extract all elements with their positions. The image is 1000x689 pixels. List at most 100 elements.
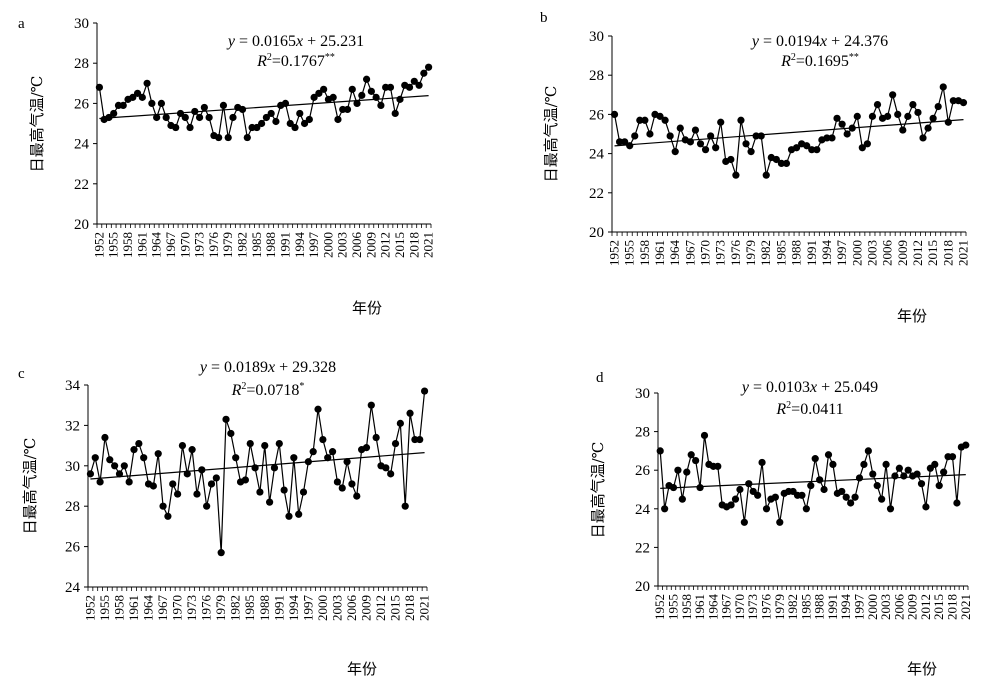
- data-point: [415, 81, 423, 89]
- data-point: [110, 109, 118, 118]
- data-point: [338, 484, 346, 492]
- x-tick-label: 1973: [713, 240, 728, 266]
- data-point: [130, 446, 138, 454]
- data-point: [838, 120, 846, 128]
- data-point: [299, 488, 308, 496]
- data-point: [138, 93, 146, 101]
- data-point: [696, 483, 704, 492]
- data-point: [367, 87, 375, 95]
- data-point: [959, 99, 968, 107]
- data-point: [803, 142, 811, 150]
- data-point: [669, 483, 678, 492]
- data-point: [661, 505, 669, 513]
- data-point: [334, 115, 342, 124]
- data-point: [396, 95, 404, 103]
- data-point: [91, 454, 99, 462]
- data-point: [736, 485, 744, 494]
- data-point: [948, 453, 957, 461]
- data-point: [304, 458, 312, 466]
- data-point: [191, 107, 199, 116]
- data-point: [320, 85, 328, 93]
- x-tick-label: 1973: [192, 232, 207, 258]
- x-tick-label: 1979: [743, 240, 758, 266]
- data-point: [181, 113, 189, 122]
- data-point: [962, 441, 970, 449]
- x-tick-label: 1994: [292, 232, 307, 259]
- x-tick-label: 2015: [931, 594, 946, 620]
- data-point: [120, 462, 128, 470]
- data-point: [275, 439, 283, 448]
- panel-label: d: [596, 370, 604, 386]
- x-tick-label: 2003: [878, 594, 893, 620]
- x-tick-label: 2000: [320, 232, 335, 258]
- data-point: [692, 456, 700, 465]
- x-tick-label: 2012: [918, 594, 933, 620]
- data-point: [406, 409, 414, 417]
- x-tick-label: 1964: [141, 595, 156, 622]
- trend-equation: y = 0.0189x + 29.328: [198, 359, 336, 376]
- data-point: [173, 490, 182, 498]
- data-point: [853, 112, 861, 120]
- data-point: [111, 462, 119, 470]
- data-point: [105, 113, 113, 122]
- data-point: [935, 482, 943, 490]
- data-point: [646, 130, 654, 138]
- data-point: [183, 470, 191, 478]
- x-tick-label: 1985: [249, 232, 264, 258]
- data-point: [882, 460, 890, 469]
- data-point: [863, 140, 871, 148]
- data-point: [777, 159, 786, 167]
- x-tick-label: 1979: [220, 232, 235, 258]
- data-point: [362, 75, 371, 83]
- x-tick-label: 2018: [402, 595, 417, 621]
- data-point: [848, 124, 856, 132]
- data-point: [754, 491, 762, 499]
- data-point: [135, 439, 143, 448]
- data-point: [696, 140, 705, 148]
- x-tick-label: 2003: [864, 240, 879, 266]
- data-point: [656, 447, 664, 455]
- x-tick-label: 1997: [852, 594, 867, 621]
- data-point: [129, 93, 137, 101]
- trend-equation: y = 0.0103x + 25.049: [740, 379, 878, 396]
- data-point: [740, 518, 748, 526]
- x-tick-label: 1958: [120, 232, 135, 258]
- data-point: [410, 77, 418, 85]
- series-line: [98, 66, 430, 140]
- data-point: [115, 470, 124, 478]
- data-point: [683, 468, 691, 476]
- data-point: [820, 485, 828, 494]
- y-tick-label: 30: [65, 459, 80, 475]
- data-point: [674, 466, 682, 474]
- data-point: [823, 134, 831, 142]
- x-tick-label: 1973: [184, 595, 199, 621]
- data-point: [198, 466, 206, 474]
- x-tick-label: 1970: [170, 595, 185, 621]
- data-point: [891, 472, 899, 480]
- data-point: [140, 454, 148, 462]
- x-tick-label: 1997: [834, 240, 849, 267]
- data-point: [246, 439, 254, 448]
- data-point: [895, 464, 903, 472]
- data-point: [771, 493, 779, 501]
- data-point: [353, 99, 361, 107]
- y-tick-label: 28: [635, 425, 650, 441]
- x-tick-label: 1958: [637, 240, 652, 266]
- x-tick-label: 1982: [228, 595, 243, 621]
- x-tick-label: 1976: [199, 595, 214, 622]
- y-tick-label: 22: [589, 186, 604, 202]
- data-point: [742, 140, 750, 148]
- data-point: [816, 476, 824, 484]
- data-point: [904, 112, 912, 120]
- data-point: [224, 133, 232, 142]
- data-point: [807, 482, 815, 490]
- chart-panel-a: 20 22 24 26 28 30 1952 1955 1958 1961 1964 1967 1970…: [18, 16, 436, 317]
- series-line: [659, 435, 967, 523]
- data-point: [176, 109, 185, 118]
- x-tick-label: 1952: [91, 232, 106, 258]
- chart-panel-c: 24 26 28 30 32 34 1952 1955 1958 1961 1964 1967 1970…: [18, 359, 432, 678]
- x-tick-label: 1967: [719, 594, 734, 621]
- x-tick-label: 1991: [825, 594, 840, 620]
- panel-label: a: [18, 16, 25, 32]
- data-point: [732, 171, 740, 179]
